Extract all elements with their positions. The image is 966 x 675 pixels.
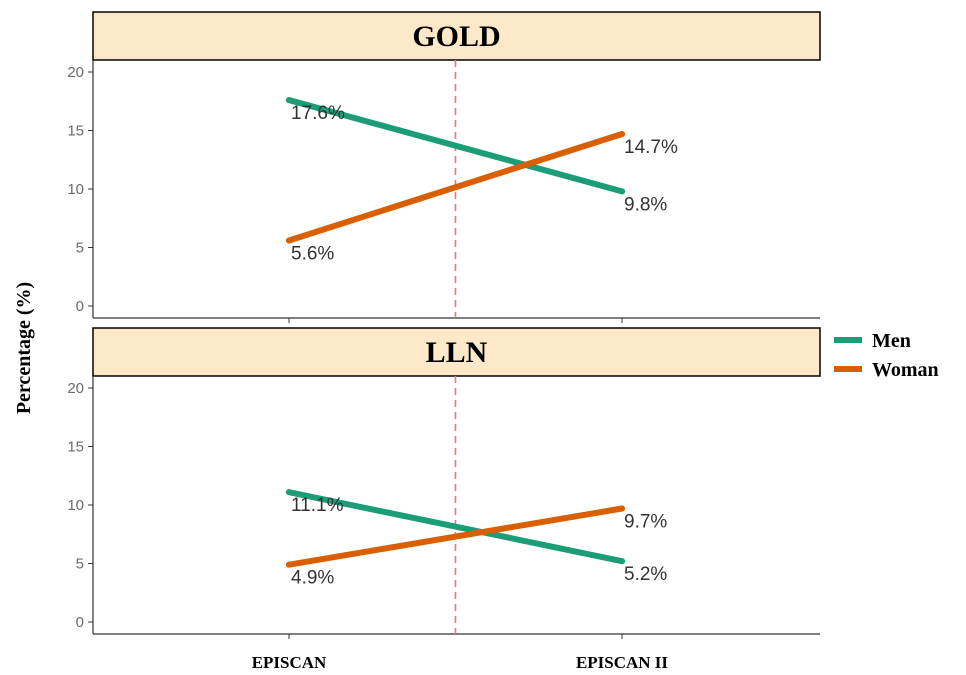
data-label-lln-men-episcan-ii: 5.2% xyxy=(624,564,667,585)
y-tick-label-gold-20: 20 xyxy=(67,64,84,81)
x-tick-label-episcan: EPISCAN xyxy=(252,653,327,672)
series-line-gold-men xyxy=(286,97,625,195)
data-point-gold-woman-episcan-ii xyxy=(619,131,625,138)
data-label-gold-woman-episcan-ii: 14.7% xyxy=(624,137,678,158)
data-point-gold-woman-episcan xyxy=(286,237,292,244)
y-tick-label-gold-0: 0 xyxy=(76,298,84,315)
y-tick-label-lln-20: 20 xyxy=(67,380,84,397)
panel-title-gold: GOLD xyxy=(412,20,500,53)
legend-label-men: Men xyxy=(872,330,911,352)
y-tick-label-lln-15: 15 xyxy=(67,439,84,456)
data-point-gold-men-episcan xyxy=(286,97,292,104)
x-tick-label-episcan-ii: EPISCAN II xyxy=(576,653,668,672)
data-label-lln-woman-episcan: 4.9% xyxy=(291,568,334,589)
data-label-gold-men-episcan-ii: 9.8% xyxy=(624,194,667,215)
data-point-gold-men-episcan-ii xyxy=(619,188,625,195)
data-point-lln-woman-episcan-ii xyxy=(619,505,625,512)
data-label-lln-men-episcan: 11.1% xyxy=(291,495,344,516)
y-tick-label-gold-15: 15 xyxy=(67,123,84,140)
data-point-lln-men-episcan xyxy=(286,489,292,496)
y-tick-label-gold-5: 5 xyxy=(76,240,84,257)
data-label-gold-woman-episcan: 5.6% xyxy=(291,243,334,264)
y-tick-label-lln-5: 5 xyxy=(76,556,84,573)
panel-lln: LLN 0 5 10 15 20 11.1% 5.2% 4.9% 9.7% xyxy=(67,327,821,639)
series-line-gold-woman xyxy=(286,131,625,244)
y-tick-label-lln-0: 0 xyxy=(76,614,84,631)
panel-gold: GOLD 0 5 10 15 20 17.6% 9.8% 5.6% 14.7% xyxy=(67,11,821,323)
data-point-lln-men-episcan-ii xyxy=(619,558,625,565)
data-point-lln-woman-episcan xyxy=(286,561,292,568)
panel-strip-gold xyxy=(92,11,821,61)
y-axis-title: Percentage (%) xyxy=(13,282,35,414)
series-line-lln-woman xyxy=(286,505,625,568)
legend: Men Woman xyxy=(834,330,939,381)
panel-strip-lln xyxy=(92,327,821,377)
series-line-lln-men xyxy=(286,489,625,565)
y-tick-label-lln-10: 10 xyxy=(67,497,84,514)
panel-title-lln: LLN xyxy=(426,336,488,369)
data-label-lln-woman-episcan-ii: 9.7% xyxy=(624,512,667,533)
y-tick-label-gold-10: 10 xyxy=(67,181,84,198)
legend-label-woman: Woman xyxy=(872,359,939,381)
data-label-gold-men-episcan: 17.6% xyxy=(291,103,345,124)
